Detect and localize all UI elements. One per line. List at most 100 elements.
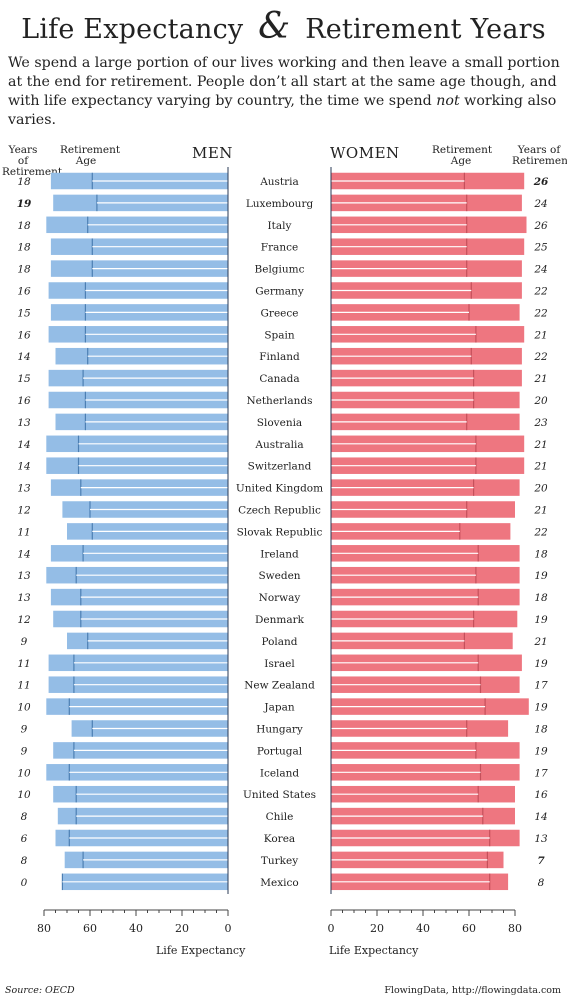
country-label: Japan	[263, 702, 294, 714]
header-retirement-age-women: Retirement Age	[432, 144, 493, 167]
men-x-axis-label: Life Expectancy	[156, 944, 246, 957]
women-years-label: 20	[533, 395, 548, 407]
men-years-label: 13	[17, 570, 31, 582]
women-years-label: 22	[533, 351, 548, 363]
men-years-label: 11	[17, 658, 30, 670]
men-years-label: 15	[17, 307, 31, 319]
women-years-label: 25	[533, 242, 548, 254]
title-part1: Life Expectancy	[21, 14, 244, 45]
women-years-label: 16	[534, 789, 548, 801]
men-tick-label: 60	[83, 922, 97, 935]
country-label: United Kingdom	[236, 483, 323, 495]
women-years-label: 19	[534, 658, 548, 670]
country-label: Slovenia	[257, 417, 302, 429]
men-years-label: 18	[17, 220, 31, 232]
country-label: Hungary	[256, 724, 303, 736]
women-years-label: 24	[533, 264, 547, 276]
women-years-label: 24	[533, 198, 547, 210]
header-men: MEN	[192, 144, 233, 162]
women-years-label: 21	[533, 373, 547, 385]
women-years-label: 23	[533, 417, 548, 429]
women-years-label: 22	[533, 307, 548, 319]
women-years-label: 19	[534, 614, 548, 626]
men-years-label: 0	[21, 877, 28, 889]
country-label: Iceland	[260, 767, 300, 779]
women-years-label: 21	[533, 505, 547, 517]
men-years-label: 12	[17, 505, 31, 517]
women-years-label: 18	[534, 724, 548, 736]
title-part2: Retirement Years	[305, 14, 546, 45]
women-years-label: 20	[533, 483, 548, 495]
country-label: Sweden	[258, 570, 300, 582]
women-years-label: 14	[534, 811, 547, 823]
page-subtitle: We spend a large portion of our lives wo…	[8, 54, 560, 130]
men-years-label: 14	[17, 439, 30, 451]
women-years-label: 19	[534, 702, 548, 714]
women-years-label: 21	[533, 461, 547, 473]
country-label: Germany	[255, 286, 304, 298]
women-years-label: 19	[534, 570, 548, 582]
women-tick-label: 60	[462, 922, 476, 935]
country-label: Switzerland	[248, 461, 312, 473]
men-years-label: 16	[17, 286, 31, 298]
header-years-retirement-women: Years of Retirement	[512, 144, 567, 167]
women-years-label: 26	[533, 220, 548, 232]
men-years-label: 13	[17, 483, 31, 495]
men-years-label: 13	[17, 592, 31, 604]
country-label: Czech Republic	[238, 505, 321, 517]
women-years-label: 21	[533, 329, 547, 341]
women-x-axis-label: Life Expectancy	[329, 944, 419, 957]
men-years-label: 8	[21, 855, 28, 867]
men-tick-label: 40	[129, 922, 143, 935]
subtitle-emphasis: not	[436, 93, 460, 109]
men-years-label: 11	[17, 526, 30, 538]
country-label: Greece	[261, 307, 299, 319]
women-years-label: 19	[534, 745, 548, 757]
women-years-label: 18	[534, 548, 548, 560]
men-years-label: 10	[17, 767, 31, 779]
men-years-label: 11	[17, 680, 30, 692]
country-label: Spain	[264, 329, 295, 341]
men-tick-label: 0	[225, 922, 232, 935]
country-label: Canada	[259, 373, 299, 385]
women-years-label: 21	[533, 636, 547, 648]
men-years-label: 10	[17, 702, 31, 714]
country-label: France	[261, 242, 298, 254]
country-label: Australia	[254, 439, 303, 451]
women-tick-label: 0	[328, 922, 335, 935]
men-years-label: 9	[21, 745, 28, 757]
country-label: Belgiumc	[255, 264, 305, 276]
men-years-label: 18	[17, 264, 31, 276]
women-tick-label: 80	[508, 922, 522, 935]
women-tick-label: 40	[416, 922, 430, 935]
women-years-label: 18	[534, 592, 548, 604]
country-label: Israel	[264, 658, 295, 670]
men-years-label: 14	[17, 351, 30, 363]
men-years-label: 15	[17, 373, 31, 385]
source-note: Source: OECD	[5, 985, 75, 996]
men-years-label: 14	[17, 461, 30, 473]
country-label: Ireland	[260, 548, 299, 560]
country-label: Netherlands	[246, 395, 312, 407]
women-years-label: 26	[533, 176, 549, 188]
country-label: Austria	[259, 176, 299, 188]
credit-note: FlowingData, http://flowingdata.com	[384, 985, 561, 996]
men-years-label: 16	[17, 395, 31, 407]
page-title: Life Expectancy & Retirement Years	[0, 6, 567, 47]
country-label: Slovak Republic	[237, 526, 323, 538]
women-years-label: 17	[534, 767, 548, 779]
men-years-label: 8	[21, 811, 28, 823]
men-years-label: 16	[17, 329, 31, 341]
women-years-label: 17	[534, 680, 548, 692]
men-years-label: 10	[17, 789, 31, 801]
country-label: New Zealand	[244, 680, 315, 692]
subtitle-after: working also varies.	[8, 93, 557, 128]
country-label: United States	[243, 789, 316, 801]
country-label: Chile	[266, 811, 294, 823]
country-label: Norway	[259, 592, 301, 604]
header-years-retirement-men: Years of Retirement	[2, 144, 63, 178]
men-years-label: 12	[17, 614, 31, 626]
country-label: Denmark	[255, 614, 305, 626]
women-tick-label: 20	[370, 922, 384, 935]
